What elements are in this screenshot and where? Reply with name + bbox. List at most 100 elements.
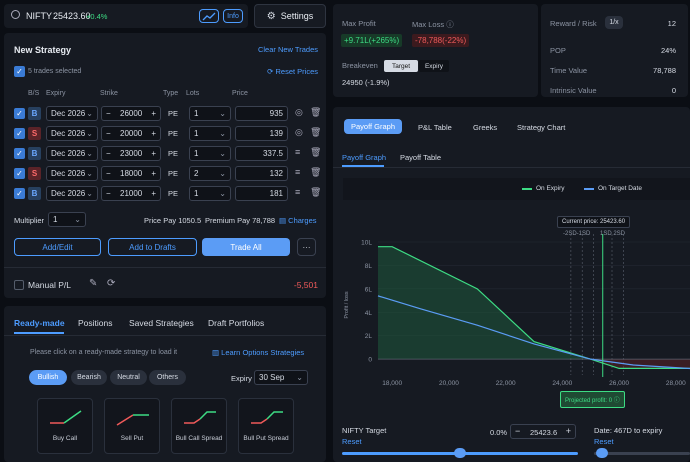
strategy-card-buy-call[interactable]: Buy Call	[37, 398, 93, 454]
decrement-button[interactable]: −	[106, 109, 111, 118]
subtab-payoff-table[interactable]: Payoff Table	[400, 153, 442, 162]
target-icon[interactable]: ◎	[295, 127, 303, 137]
buy-sell-toggle[interactable]: B	[28, 107, 41, 120]
lots-select[interactable]: 1 ⌄	[189, 126, 231, 141]
strike-stepper[interactable]: −21000 +	[101, 186, 161, 201]
add-to-drafts-button[interactable]: Add to Drafts	[108, 238, 197, 256]
target-slider-handle[interactable]	[454, 448, 466, 458]
increment-button[interactable]: +	[151, 169, 156, 178]
menu-icon[interactable]: ≡	[295, 147, 301, 157]
expiry-select[interactable]: Dec 2026 ⌄	[46, 146, 98, 161]
filter-bearish[interactable]: Bearish	[71, 370, 107, 385]
delete-icon[interactable]: 🗑	[310, 167, 322, 177]
delete-icon[interactable]: 🗑	[310, 187, 322, 197]
select-all-checkbox[interactable]: ✓	[14, 66, 25, 77]
buy-sell-toggle[interactable]: B	[28, 187, 41, 200]
row-checkbox[interactable]: ✓	[14, 168, 25, 179]
row-checkbox[interactable]: ✓	[14, 148, 25, 159]
reset-prices-button[interactable]: ⟳ Reset Prices	[267, 67, 318, 76]
lots-select[interactable]: 2 ⌄	[189, 166, 231, 181]
date-slider-track[interactable]	[594, 452, 690, 455]
tab-strategy-chart[interactable]: Strategy Chart	[517, 123, 566, 132]
filter-neutral[interactable]: Neutral	[110, 370, 147, 385]
delete-icon[interactable]: 🗑	[310, 127, 322, 137]
tab-saved-strategies[interactable]: Saved Strategies	[129, 318, 194, 328]
reward-risk-toggle[interactable]: 1/x	[605, 16, 623, 29]
option-type[interactable]: PE	[168, 189, 179, 198]
date-reset-link[interactable]: Reset	[594, 437, 614, 446]
table-row[interactable]: ✓ B Dec 2026 ⌄ −23000 + PE 1 ⌄ 337.5 ≡ 🗑	[4, 144, 332, 164]
option-type[interactable]: PE	[168, 149, 179, 158]
decrement-button[interactable]: −	[106, 129, 111, 138]
target-icon[interactable]: ◎	[295, 107, 303, 117]
strike-stepper[interactable]: −18000 +	[101, 166, 161, 181]
row-checkbox[interactable]: ✓	[14, 188, 25, 199]
target-reset-link[interactable]: Reset	[342, 437, 362, 446]
expiry-select[interactable]: Dec 2026 ⌄	[46, 166, 98, 181]
decrement-button[interactable]: −	[106, 149, 111, 158]
trade-all-button[interactable]: Trade All	[202, 238, 290, 256]
option-type[interactable]: PE	[168, 169, 179, 178]
buy-sell-toggle[interactable]: B	[28, 147, 41, 160]
manual-pl-checkbox[interactable]	[14, 280, 24, 290]
tab-pl-table[interactable]: P&L Table	[418, 123, 452, 132]
add-edit-button[interactable]: Add/Edit	[14, 238, 101, 256]
tab-ready-made[interactable]: Ready-made	[14, 318, 65, 328]
multiplier-select[interactable]: 1 ⌄	[48, 212, 86, 227]
tab-payoff-graph[interactable]: Payoff Graph	[344, 119, 402, 134]
chart-button[interactable]	[199, 9, 219, 23]
target-stepper[interactable]: − 25423.6 +	[510, 424, 576, 439]
clear-new-trades-link[interactable]: Clear New Trades	[257, 45, 318, 54]
table-row[interactable]: ✓ B Dec 2026 ⌄ −26000 + PE 1 ⌄ 935 ◎ 🗑	[4, 104, 332, 124]
more-options-button[interactable]: ···	[297, 238, 316, 256]
menu-icon[interactable]: ≡	[295, 167, 301, 177]
breakeven-expiry-toggle[interactable]: Expiry	[419, 60, 449, 72]
increment-button[interactable]: +	[151, 189, 156, 198]
subtab-payoff-graph[interactable]: Payoff Graph	[342, 153, 387, 162]
row-checkbox[interactable]: ✓	[14, 128, 25, 139]
search-bar[interactable]: NIFTY 25423.60 +0.4% Info	[4, 4, 248, 28]
increment-button[interactable]: +	[151, 129, 156, 138]
filter-others[interactable]: Others	[149, 370, 186, 385]
expiry-select[interactable]: Dec 2026 ⌄	[46, 186, 98, 201]
buy-sell-toggle[interactable]: S	[28, 127, 41, 140]
menu-icon[interactable]: ≡	[295, 187, 301, 197]
refresh-icon[interactable]: ⟳	[107, 278, 116, 289]
row-checkbox[interactable]: ✓	[14, 108, 25, 119]
price-input[interactable]: 139	[235, 126, 288, 141]
expiry-select[interactable]: Dec 2026 ⌄	[46, 126, 98, 141]
lots-select[interactable]: 1 ⌄	[189, 106, 231, 121]
filter-bullish[interactable]: Bullish	[29, 370, 67, 385]
table-row[interactable]: ✓ S Dec 2026 ⌄ −18000 + PE 2 ⌄ 132 ≡ 🗑	[4, 164, 332, 184]
strike-stepper[interactable]: −26000 +	[101, 106, 161, 121]
price-input[interactable]: 181	[235, 186, 288, 201]
info-button[interactable]: Info	[223, 9, 243, 23]
date-slider-handle[interactable]	[596, 448, 608, 458]
decrement-button[interactable]: −	[515, 426, 521, 436]
settings-button[interactable]: ⚙ Settings	[254, 4, 326, 28]
table-row[interactable]: ✓ S Dec 2026 ⌄ −20000 + PE 1 ⌄ 139 ◎ 🗑	[4, 124, 332, 144]
charges-link[interactable]: ▤ Charges	[279, 216, 317, 225]
tab-positions[interactable]: Positions	[78, 318, 113, 328]
strategy-card-sell-put[interactable]: Sell Put	[104, 398, 160, 454]
expiry-select[interactable]: 30 Sep ⌄	[254, 370, 308, 385]
price-input[interactable]: 337.5	[235, 146, 288, 161]
strike-stepper[interactable]: −23000 +	[101, 146, 161, 161]
expiry-select[interactable]: Dec 2026 ⌄	[46, 106, 98, 121]
price-input[interactable]: 132	[235, 166, 288, 181]
increment-button[interactable]: +	[151, 149, 156, 158]
delete-icon[interactable]: 🗑	[310, 147, 322, 157]
lots-select[interactable]: 1 ⌄	[189, 146, 231, 161]
tab-greeks[interactable]: Greeks	[473, 123, 498, 132]
delete-icon[interactable]: 🗑	[310, 107, 322, 117]
lots-select[interactable]: 1 ⌄	[189, 186, 231, 201]
table-row[interactable]: ✓ B Dec 2026 ⌄ −21000 + PE 1 ⌄ 181 ≡ 🗑	[4, 184, 332, 204]
decrement-button[interactable]: −	[106, 169, 111, 178]
tab-draft-portfolios[interactable]: Draft Portfolios	[208, 318, 265, 328]
strike-stepper[interactable]: −20000 +	[101, 126, 161, 141]
strategy-card-bull-call-spread[interactable]: Bull Call Spread	[171, 398, 227, 454]
breakeven-target-toggle[interactable]: Target	[384, 60, 418, 72]
strategy-card-bull-put-spread[interactable]: Bull Put Spread	[238, 398, 294, 454]
edit-icon[interactable]: ✎	[89, 278, 98, 289]
increment-button[interactable]: +	[565, 426, 571, 436]
